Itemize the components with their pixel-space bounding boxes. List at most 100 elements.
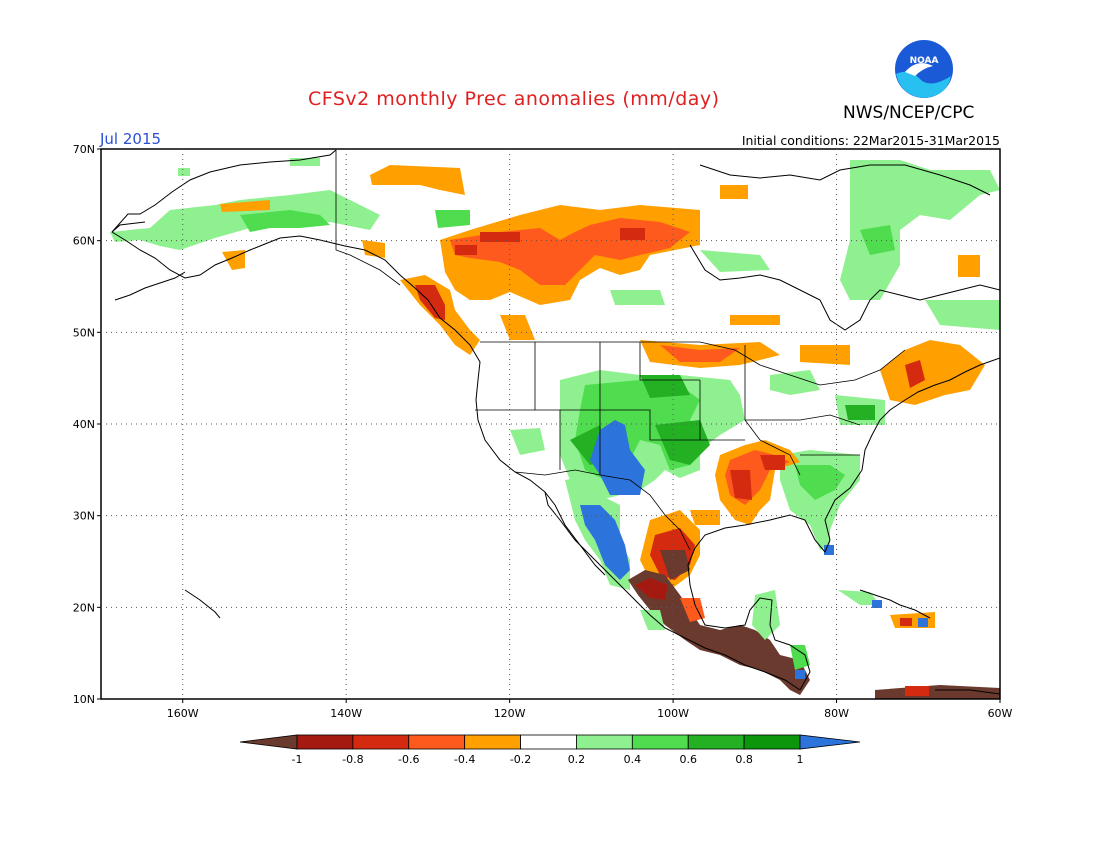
gulf-atlantic-coast <box>687 357 1000 691</box>
anomaly-region <box>610 290 665 305</box>
colorbar-box <box>576 734 633 750</box>
anomaly-region <box>620 228 645 240</box>
coastline <box>111 231 801 691</box>
anomaly-region <box>435 210 470 228</box>
anomaly-region <box>824 545 834 555</box>
anomaly-region <box>845 405 875 420</box>
anomaly-region <box>900 618 912 626</box>
anomaly-region <box>510 428 545 455</box>
agency-label: NWS/NCEP/CPC <box>843 103 975 123</box>
us-mexico-border <box>514 469 691 551</box>
colorbar-box <box>239 734 298 750</box>
anomaly-region <box>958 255 980 277</box>
anomaly-region <box>660 345 740 362</box>
initial-conditions-label: Initial conditions: 22Mar2015-31Mar2015 <box>741 133 1000 148</box>
anomaly-region <box>580 505 630 580</box>
longitude-labels: 160W 140W 120W 100W 80W 60W <box>167 707 1013 720</box>
colorbar-label: -0.6 <box>398 753 419 766</box>
lon-label: 120W <box>494 707 526 720</box>
anomaly-region <box>925 300 1000 330</box>
lat-label: 50N <box>73 326 95 339</box>
anomaly-region <box>640 375 690 398</box>
colorbar-label: 0.2 <box>568 753 586 766</box>
colorbar-label: 0.4 <box>624 753 642 766</box>
aleutians <box>114 271 186 301</box>
anomaly-region <box>640 610 665 630</box>
colorbar-boxes <box>239 734 861 750</box>
south-america-coast <box>935 689 1000 695</box>
anomaly-region <box>752 590 780 640</box>
anomaly-region <box>905 360 925 388</box>
anomaly-region <box>590 420 645 495</box>
anomaly-region <box>628 570 810 695</box>
anomaly-region <box>660 550 690 580</box>
anomaly-region <box>730 470 752 500</box>
anomaly-region <box>635 578 668 600</box>
anomaly-region <box>240 210 330 232</box>
state-borders <box>475 342 861 476</box>
anomaly-fields <box>110 158 1000 699</box>
anomaly-region <box>655 420 710 465</box>
anomaly-region <box>720 185 748 199</box>
page-title: CFSv2 monthly Prec anomalies (mm/day) <box>308 88 720 110</box>
lat-label: 20N <box>73 601 95 614</box>
lon-label: 160W <box>167 707 199 720</box>
colorbar-labels: -1 -0.8 -0.6 -0.4 -0.2 0.2 0.4 0.6 0.8 1 <box>292 753 804 766</box>
arctic-coast <box>699 164 991 196</box>
anomaly-region <box>178 168 190 176</box>
colorbar-box <box>687 734 745 750</box>
coastlines <box>111 149 1000 695</box>
noaa-logo-text: NOAA <box>910 56 939 66</box>
anomaly-region <box>872 600 882 608</box>
anomaly-region <box>905 686 929 696</box>
noaa-logo: NOAA <box>895 40 953 98</box>
noaa-logo-bird <box>905 63 933 76</box>
lon-label: 60W <box>988 707 1013 720</box>
month-label: Jul 2015 <box>100 130 162 148</box>
anomaly-region <box>730 315 780 325</box>
anomaly-region <box>800 345 850 365</box>
anomaly-region <box>770 370 820 395</box>
hudson-bay-coast <box>689 244 1000 331</box>
lon-label: 80W <box>824 707 849 720</box>
anomaly-region <box>795 465 845 500</box>
anomaly-region <box>455 245 477 255</box>
colorbar-box <box>352 734 410 750</box>
anomaly-region <box>760 455 785 470</box>
anomaly-region <box>700 250 770 272</box>
us-canada-border <box>480 341 906 386</box>
lat-label: 60N <box>73 235 95 248</box>
baja-coast <box>544 491 606 576</box>
anomaly-region <box>680 598 705 622</box>
anomaly-region <box>840 160 1000 300</box>
colorbar-label: -0.2 <box>510 753 531 766</box>
alaska-canada-border <box>335 150 401 286</box>
lat-label: 70N <box>73 143 95 156</box>
colorbar-label: -0.4 <box>454 753 475 766</box>
colorbar-label: 1 <box>797 753 804 766</box>
anomaly-region <box>500 315 535 340</box>
colorbar-box <box>464 734 521 750</box>
lat-label: 10N <box>73 693 95 706</box>
anomaly-region <box>220 200 270 212</box>
colorbar-box <box>520 734 577 750</box>
colorbar-box <box>408 734 466 750</box>
political-boundaries <box>335 150 906 551</box>
lat-label: 30N <box>73 510 95 523</box>
colorbar-box <box>743 734 801 750</box>
colorbar-label: -1 <box>292 753 303 766</box>
colorbar-label: 0.6 <box>679 753 697 766</box>
noaa-logo-wave <box>896 71 951 98</box>
anomaly-region <box>370 165 465 195</box>
lon-label: 100W <box>657 707 689 720</box>
anomaly-region <box>480 232 520 242</box>
latitude-labels: 70N 60N 50N 40N 30N 20N 10N <box>73 143 95 706</box>
hawaii <box>184 589 221 619</box>
map-content <box>110 149 1000 699</box>
anomaly-region <box>795 670 805 679</box>
anomaly-region <box>290 158 320 166</box>
coastline <box>111 149 337 233</box>
colorbar-label: -0.8 <box>342 753 363 766</box>
coastline <box>111 221 146 233</box>
colorbar-box <box>296 734 354 750</box>
